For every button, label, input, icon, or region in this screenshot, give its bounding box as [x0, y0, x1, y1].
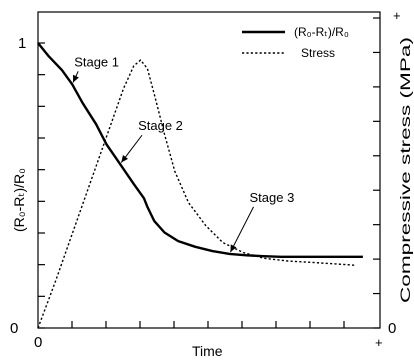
y-axis-label-right: Compressive stress (MPa) — [397, 37, 413, 303]
series-stress-line — [37, 59, 357, 329]
tick-marks — [38, 17, 380, 329]
legend: (R₀-Rₜ)/R₀ Stress — [242, 25, 349, 60]
legend-label-stress: Stress — [301, 46, 335, 60]
series-r0-rt-line — [37, 42, 363, 258]
y-axis-label-left: (R₀-Rₜ)/R₀ — [11, 168, 27, 232]
right-tick-label-top: + — [393, 8, 401, 23]
annotation-arrowhead-stage-3 — [230, 244, 237, 253]
annotation-stage-3: Stage 3 — [250, 190, 295, 205]
x-axis-label: Time — [192, 343, 223, 359]
annotation-arrowhead-stage-1 — [73, 74, 79, 83]
annotation-stage-2: Stage 2 — [138, 118, 183, 133]
y-tick-label-zero: 0 — [10, 320, 18, 337]
x-axis-end-label: + — [375, 335, 383, 350]
x-tick-label-zero: 0 — [34, 334, 42, 351]
annotation-arrow-stage-3 — [229, 206, 254, 253]
right-tick-label-zero: 0 — [388, 320, 396, 337]
annotation-arrowhead-stage-2 — [121, 155, 129, 163]
annotation-stage-1: Stage 1 — [74, 54, 119, 69]
y-tick-label-top: 1 — [18, 35, 26, 52]
legend-label-r0-rt: (R₀-Rₜ)/R₀ — [294, 25, 349, 39]
stage-annotations: Stage 1 Stage 2 Stage 3 — [72, 54, 295, 253]
